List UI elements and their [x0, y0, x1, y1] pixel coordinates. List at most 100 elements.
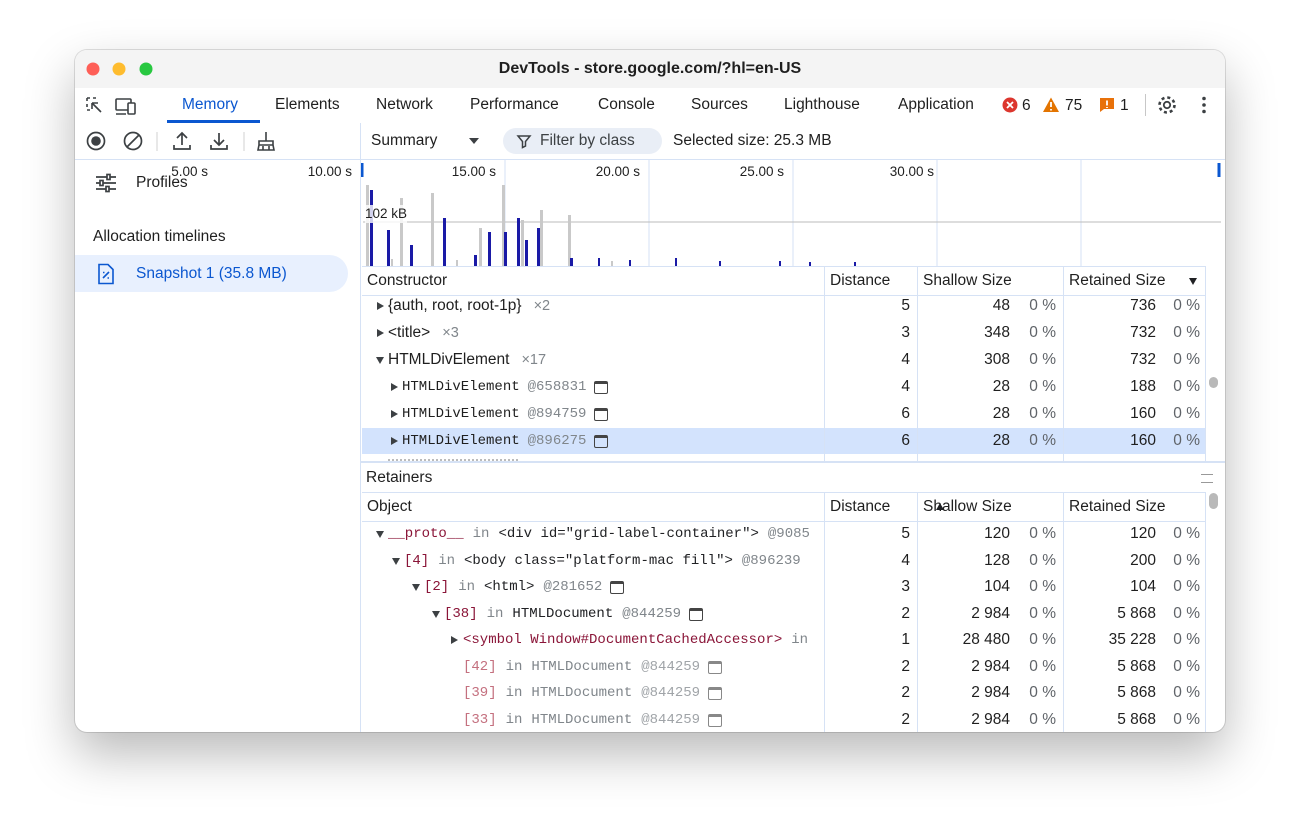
error-count[interactable]: 6	[1022, 97, 1031, 114]
node-icon	[594, 434, 609, 448]
selected-size: Selected size: 25.3 MB	[673, 132, 832, 149]
edge-preposition: in	[486, 606, 504, 622]
retained-size: 35 228	[1108, 631, 1156, 648]
retainer-object: <body class="platform-mac fill">	[464, 553, 733, 569]
retained-size: 5 868	[1117, 605, 1156, 622]
retained-percent: 0 %	[1173, 684, 1200, 701]
shallow-size: 2 984	[971, 658, 1010, 675]
tab[interactable]: Network	[376, 96, 433, 113]
object-id: @844259	[641, 685, 701, 701]
expand-toggle[interactable]	[451, 636, 458, 644]
name-cell: HTMLDivElement @894759	[402, 405, 824, 423]
retained-size: 188	[1130, 378, 1156, 395]
column-header[interactable]: Shallow Size	[923, 498, 1012, 515]
expand-toggle[interactable]	[391, 437, 398, 445]
column-header[interactable]: Retained Size	[1069, 498, 1166, 515]
column-header[interactable]: Constructor	[367, 272, 448, 289]
expand-toggle[interactable]	[392, 558, 400, 565]
distance: 6	[901, 432, 910, 449]
clear-button[interactable]	[123, 131, 143, 151]
constructor-name: HTMLDivElement	[388, 351, 510, 368]
shallow-percent: 0 %	[1029, 711, 1056, 728]
tab[interactable]: Console	[598, 96, 655, 113]
record-button[interactable]	[86, 131, 106, 151]
retained-percent: 0 %	[1173, 711, 1200, 728]
timeline-tick-label: 20.00 s	[595, 164, 640, 179]
filter-input[interactable]	[503, 128, 662, 154]
tab[interactable]: Elements	[275, 96, 340, 113]
column-header[interactable]: Distance	[830, 498, 891, 515]
node-icon	[689, 607, 704, 621]
retained-size: 5 868	[1117, 684, 1156, 701]
shallow-percent: 0 %	[1029, 658, 1056, 675]
profile-toolbar-icons	[86, 131, 275, 151]
column-header[interactable]: Retained Size	[1069, 272, 1166, 289]
tab[interactable]: Lighthouse	[784, 96, 860, 113]
retainer-edge: [38]	[444, 606, 478, 622]
column-header[interactable]: Distance	[830, 272, 891, 289]
tab[interactable]: Sources	[691, 96, 748, 113]
collect-garbage-button[interactable]	[257, 132, 275, 151]
retainer-object: HTMLDocument	[512, 606, 614, 622]
close-button[interactable]	[86, 62, 100, 76]
snapshot-label: Snapshot 1 (35.8 MB)	[136, 265, 287, 282]
tab[interactable]: Memory	[182, 96, 238, 113]
window-title: DevTools - store.google.com/?hl=en-US	[498, 60, 802, 77]
more-button[interactable]	[1195, 94, 1213, 116]
expand-toggle[interactable]	[391, 383, 398, 391]
expand-toggle[interactable]	[412, 584, 420, 591]
distance: 2	[901, 684, 910, 701]
settings-button[interactable]	[1156, 94, 1178, 116]
name-cell: [33] in HTMLDocument @844259	[463, 711, 824, 729]
tab[interactable]: Performance	[470, 96, 559, 113]
active-tab-indicator	[167, 120, 260, 123]
instance-count: ×2	[533, 298, 551, 314]
instance-count: ×17	[521, 352, 547, 368]
node-icon	[594, 380, 609, 394]
shallow-size: 308	[984, 351, 1010, 368]
table-row[interactable]	[362, 428, 1205, 454]
shallow-size: 128	[984, 552, 1010, 569]
shallow-percent: 0 %	[1029, 684, 1056, 701]
retained-percent: 0 %	[1173, 658, 1200, 675]
expand-toggle[interactable]	[377, 329, 384, 337]
load-button[interactable]	[173, 131, 191, 150]
shallow-percent: 0 %	[1029, 578, 1056, 595]
retained-size: 736	[1130, 297, 1156, 314]
distance: 3	[901, 578, 910, 595]
expand-toggle[interactable]	[376, 531, 384, 538]
column-header[interactable]: Object	[367, 498, 412, 515]
expand-toggle[interactable]	[391, 410, 398, 418]
distance: 5	[901, 525, 910, 542]
shallow-size: 28	[992, 432, 1010, 449]
distance: 3	[901, 324, 910, 341]
retained-size: 200	[1130, 552, 1156, 569]
expand-toggle[interactable]	[377, 302, 384, 310]
scrollbar-thumb[interactable]	[1209, 377, 1218, 388]
warning-count[interactable]: 75	[1065, 97, 1083, 114]
scrollbar-thumb[interactable]	[1209, 493, 1218, 509]
retained-size: 5 868	[1117, 658, 1156, 675]
shallow-size: 48	[992, 297, 1010, 314]
column-header[interactable]: Shallow Size	[923, 272, 1012, 289]
expand-toggle[interactable]	[432, 611, 440, 618]
device-icon[interactable]	[115, 98, 136, 115]
zoom-button[interactable]	[139, 62, 153, 76]
expand-toggle[interactable]	[376, 357, 384, 364]
name-cell: [42] in HTMLDocument @844259	[463, 658, 824, 676]
object-id: @9085	[767, 526, 810, 542]
tab[interactable]: Application	[898, 96, 974, 113]
save-button[interactable]	[210, 133, 228, 150]
table-header	[362, 266, 1205, 296]
snapshot-item[interactable]	[75, 255, 348, 292]
minimize-button[interactable]	[112, 62, 126, 76]
constructor-name: {auth, root, root-1p}	[388, 297, 522, 314]
timeline-handles[interactable]	[361, 163, 1221, 177]
issue-count[interactable]: 1	[1120, 97, 1129, 114]
clipped-row	[388, 459, 518, 464]
inspect-icon[interactable]	[86, 97, 102, 113]
tab-bar-icons	[86, 97, 136, 115]
shallow-percent: 0 %	[1029, 525, 1056, 542]
view-select[interactable]: Summary	[371, 132, 438, 149]
name-cell: <symbol Window#DocumentCachedAccessor> in	[463, 631, 824, 649]
